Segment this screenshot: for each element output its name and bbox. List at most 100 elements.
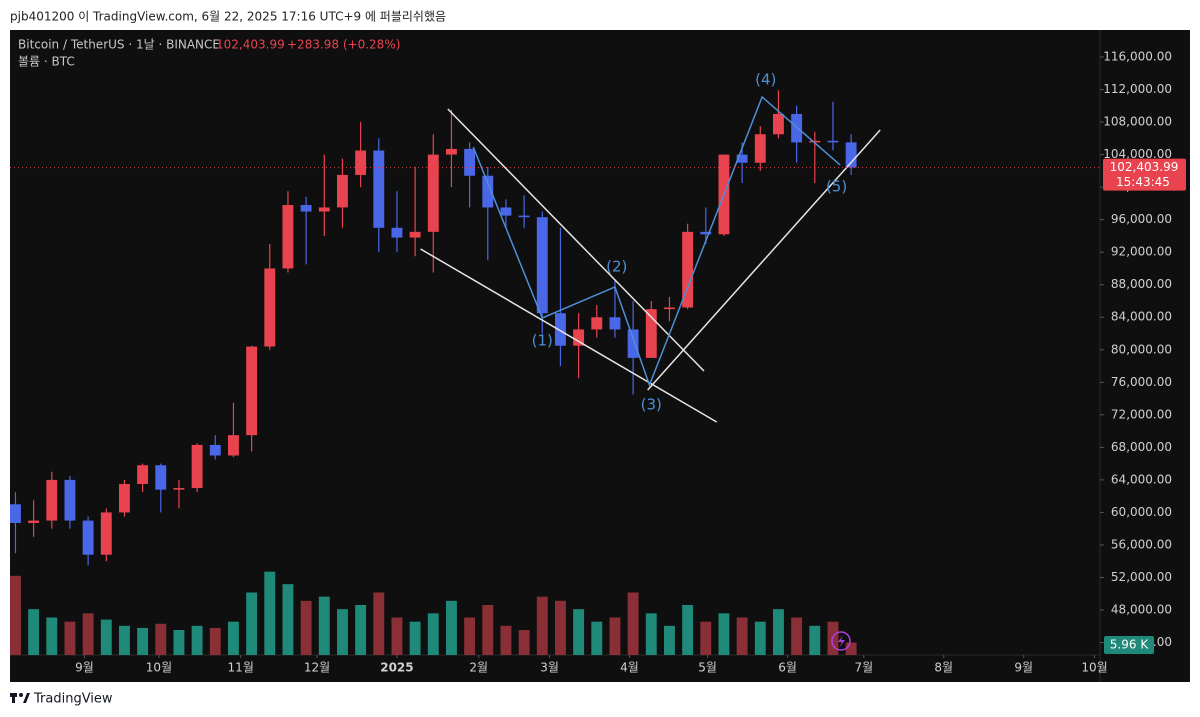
volume-bar: [482, 605, 494, 655]
candle-body: [609, 317, 621, 330]
volume-bar: [318, 596, 330, 655]
x-tick-label: 8월: [934, 661, 953, 675]
y-tick-label: 48,000.00: [1111, 603, 1172, 617]
candle-body: [100, 512, 112, 555]
y-tick-label: 72,000.00: [1111, 407, 1172, 421]
candle-body: [409, 231, 421, 238]
y-tick-label: 104,000.00: [1103, 147, 1172, 161]
volume-bar: [773, 609, 784, 655]
candle-body: [464, 148, 476, 176]
candle-body: [373, 150, 385, 228]
volume-bar: [391, 617, 403, 655]
candle-body: [155, 465, 167, 490]
candle-body: [845, 142, 857, 168]
alert-icon[interactable]: [831, 631, 851, 651]
y-tick-label: 84,000.00: [1111, 310, 1172, 324]
x-tick-label: 3월: [540, 661, 559, 675]
volume-bar: [464, 617, 476, 655]
volume-bar: [100, 619, 112, 655]
countdown: 15:43:45: [1116, 175, 1170, 189]
candle-body: [173, 488, 185, 490]
volume-bar: [337, 609, 348, 655]
candle-body: [191, 444, 203, 489]
candle-body: [791, 113, 803, 143]
y-tick-label: 76,000.00: [1111, 375, 1172, 389]
candle-body: [664, 307, 675, 310]
y-tick-label: 88,000.00: [1111, 277, 1172, 291]
volume-bar: [10, 575, 21, 655]
volume-bar: [446, 600, 457, 655]
price-badge: [1103, 158, 1186, 191]
wave-label: (3): [641, 396, 662, 414]
trendline: [647, 129, 881, 391]
change: +283.98 (+0.28%): [287, 38, 400, 52]
plot: 44,000.0048,000.0052,000.0056,000.0060,0…: [10, 50, 1186, 675]
volume-bar: [119, 625, 130, 655]
volume-bar: [627, 592, 639, 655]
brand-logo: [10, 693, 30, 703]
candle-body: [827, 140, 839, 143]
y-tick-label: 60,000.00: [1111, 505, 1172, 519]
candle-body: [391, 227, 403, 238]
x-tick-label: 4월: [620, 661, 639, 675]
y-tick-label: 56,000.00: [1111, 537, 1172, 551]
candle-body: [28, 520, 40, 524]
x-tick-label: 10월: [146, 661, 172, 675]
candle-body: [209, 444, 221, 456]
symbol: Bitcoin / TetherUS · 1날 · BINANCE: [18, 38, 220, 52]
volume-bar: [264, 571, 276, 655]
candle-body: [246, 346, 258, 436]
volume-bar: [573, 609, 585, 655]
volume-bar: [46, 617, 58, 655]
y-tick-label: 116,000.00: [1103, 50, 1172, 64]
price: 102,403.99: [216, 38, 285, 52]
candle-body: [264, 268, 276, 347]
wave-label: (5): [826, 178, 847, 196]
volume-bar: [355, 605, 367, 655]
candle-body: [482, 175, 494, 208]
candle-body: [500, 207, 512, 216]
candle-body: [300, 205, 312, 212]
candle-body: [627, 329, 639, 358]
volume-bar: [82, 613, 94, 655]
candle-body: [228, 435, 239, 456]
volume-bar: [228, 621, 239, 655]
volume-bar: [282, 584, 294, 655]
wave-label: (4): [755, 71, 776, 89]
volume-bar: [845, 642, 857, 655]
volume-bar: [64, 621, 76, 655]
volume-bar: [718, 613, 730, 655]
candle-body: [427, 154, 439, 232]
x-tick-label: 9월: [1014, 661, 1033, 675]
volume-bar: [736, 617, 748, 655]
volume-bar: [591, 621, 603, 655]
candle-body: [573, 329, 585, 346]
volume-bar: [536, 596, 548, 655]
volume-bar: [682, 605, 694, 655]
x-tick-label: 11월: [228, 661, 254, 675]
candle-body: [119, 483, 130, 513]
candle-body: [518, 215, 530, 218]
candle-body: [137, 465, 149, 484]
candle-body: [736, 154, 748, 163]
candle-body: [809, 140, 821, 143]
x-tick-label: 10월: [1081, 661, 1107, 675]
wave-label: (2): [606, 257, 627, 275]
volume-bar: [809, 625, 821, 655]
y-tick-label: 64,000.00: [1111, 472, 1172, 486]
y-tick-label: 52,000.00: [1111, 570, 1172, 584]
alert-icon: [838, 635, 845, 648]
candle-body: [337, 174, 348, 208]
volume-bar: [427, 613, 439, 655]
volume-bar: [409, 621, 421, 655]
volume-badge: [1104, 636, 1154, 654]
candle-body: [536, 217, 548, 314]
trendline: [420, 248, 718, 423]
candle-body: [82, 520, 94, 555]
candle-body: [64, 479, 76, 521]
y-tick-label: 92,000.00: [1111, 245, 1172, 259]
volume-badge-text: 5.96 K: [1110, 638, 1150, 652]
candle-body: [700, 231, 712, 235]
candle-body: [773, 113, 784, 135]
